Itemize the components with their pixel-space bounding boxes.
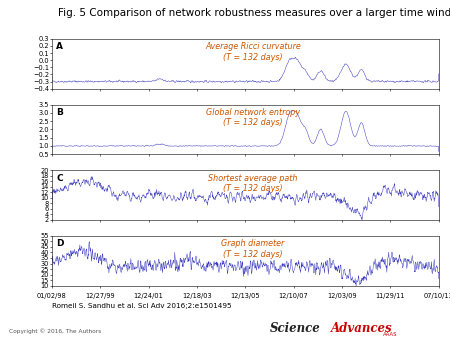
Text: Graph diameter
(T = 132 days): Graph diameter (T = 132 days)	[221, 239, 284, 259]
Text: Fig. 5 Comparison of network robustness measures over a larger time window.: Fig. 5 Comparison of network robustness …	[58, 8, 450, 19]
Text: C: C	[56, 174, 63, 183]
Text: Science: Science	[270, 322, 321, 335]
Text: Global network entropy
(T = 132 days): Global network entropy (T = 132 days)	[206, 108, 300, 127]
Text: A: A	[56, 42, 63, 51]
Text: D: D	[56, 239, 64, 248]
Text: Average Ricci curvature
(T = 132 days): Average Ricci curvature (T = 132 days)	[205, 42, 301, 62]
Text: Shortest average path
(T = 132 days): Shortest average path (T = 132 days)	[208, 174, 298, 193]
Text: AAAS: AAAS	[383, 332, 398, 337]
Text: B: B	[56, 108, 63, 117]
Text: Advances: Advances	[331, 322, 392, 335]
Text: Copyright © 2016, The Authors: Copyright © 2016, The Authors	[9, 329, 101, 334]
Text: Romeil S. Sandhu et al. Sci Adv 2016;2:e1501495: Romeil S. Sandhu et al. Sci Adv 2016;2:e…	[52, 303, 231, 309]
